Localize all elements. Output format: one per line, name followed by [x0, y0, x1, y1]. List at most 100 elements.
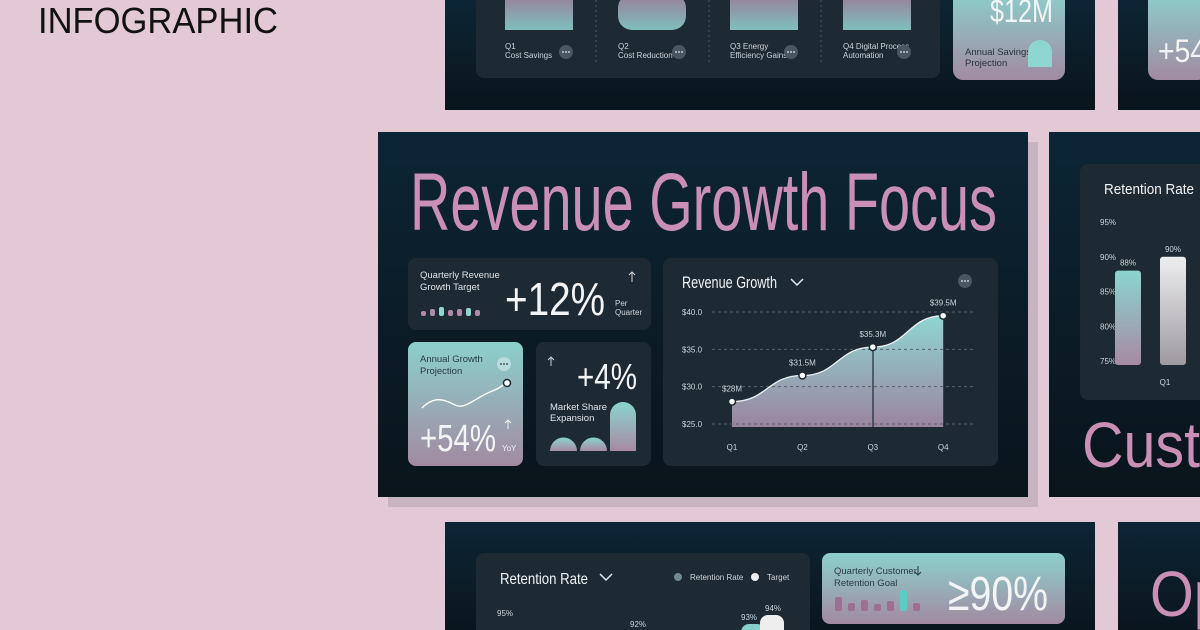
value-label: $35.3M	[859, 330, 886, 339]
mini-bar	[848, 603, 855, 611]
mini-bar	[448, 310, 453, 316]
retention-chart: 75% 80% 85% 90% 95% 88% 90% Q1	[1100, 218, 1186, 387]
button-dot	[506, 363, 508, 365]
down-arrow	[914, 566, 922, 576]
button-dot	[787, 51, 789, 53]
button-dot	[961, 280, 963, 282]
y-tick-label: 95%	[497, 609, 513, 618]
card-label: Retention Goal	[834, 578, 897, 589]
card-label: Projection	[420, 366, 462, 377]
x-tick-label: Q3	[867, 443, 878, 452]
item-label: Q1	[505, 42, 516, 51]
revenue-chart: $25.0 $30.0 $35.0 $40.0 $28M Q1 $31.5M Q2 $35.3M…	[682, 299, 975, 452]
up-arrow	[547, 356, 555, 366]
dropdown-chevron[interactable]	[790, 278, 804, 287]
item-label: Q2	[618, 42, 629, 51]
point	[798, 371, 807, 380]
legend-label: Retention Rate	[690, 573, 744, 582]
chart-title: Retention Rate	[1104, 181, 1194, 198]
more-button[interactable]	[958, 274, 972, 288]
item-label: Q3 Energy	[730, 42, 768, 51]
button-dot	[678, 51, 680, 53]
thumbnail	[843, 0, 911, 30]
button-dot	[967, 280, 969, 282]
value-label: $31.5M	[789, 358, 816, 367]
chart-title: Revenue Growth	[682, 273, 777, 292]
thumbnail	[505, 0, 573, 30]
x-tick-label: Q1	[1160, 378, 1171, 387]
mini-bar	[861, 600, 868, 611]
mini-bar	[421, 311, 426, 316]
value-label: 92%	[630, 620, 646, 629]
value-label: 93%	[741, 613, 757, 622]
card-label: Growth Target	[420, 282, 480, 293]
y-tick-label: $40.0	[682, 308, 703, 317]
point	[868, 342, 878, 352]
card	[1148, 0, 1200, 80]
y-tick-label: 90%	[1100, 253, 1116, 262]
item-label: Efficiency Gains	[730, 51, 787, 60]
y-tick-label: $30.0	[682, 383, 703, 392]
trend-line	[421, 382, 508, 409]
goal-card	[822, 553, 1065, 624]
button-dot	[500, 363, 502, 365]
mini-bar	[475, 310, 480, 316]
card	[408, 342, 523, 466]
line	[731, 315, 944, 403]
button-dot	[906, 51, 908, 53]
button-dot	[903, 51, 905, 53]
legend-label: Target	[767, 573, 790, 582]
card-label: Annual Growth	[420, 354, 483, 365]
bar	[760, 615, 784, 630]
x-tick-label: Q4	[938, 443, 949, 452]
item-label: Q4 Digital Process	[843, 42, 909, 51]
button-dot	[681, 51, 683, 53]
y-tick-label: 85%	[1100, 288, 1116, 297]
card-value: +54%	[420, 418, 496, 460]
card-value: +4%	[577, 356, 637, 397]
button-dot	[793, 51, 795, 53]
up-arrow	[504, 419, 512, 429]
mini-bars	[835, 590, 920, 611]
more-button[interactable]	[672, 45, 686, 59]
card-label: Quarterly Customer	[834, 566, 917, 577]
mini-bar	[874, 604, 881, 611]
value-label: 94%	[765, 604, 781, 613]
page-title: INFOGRAPHIC	[38, 0, 278, 41]
value-label: $28M	[722, 385, 742, 394]
mini-bar	[439, 307, 444, 316]
thumbnail	[618, 0, 686, 30]
more-button[interactable]	[784, 45, 798, 59]
arch-icon	[1028, 40, 1052, 67]
button-dot	[790, 51, 792, 53]
chart-title: Retention Rate	[500, 571, 588, 588]
button-dot	[568, 51, 570, 53]
button-dot	[565, 51, 567, 53]
item-label: Automation	[843, 51, 883, 60]
more-button[interactable]	[559, 45, 573, 59]
button-dot	[503, 363, 505, 365]
savings-label: Annual Savings	[965, 47, 1031, 58]
chart-card	[476, 553, 810, 630]
card-unit: Per	[615, 299, 628, 308]
card-label: Expansion	[550, 413, 594, 424]
item-label: Cost Reduction	[618, 51, 673, 60]
y-tick-label: $35.0	[682, 345, 703, 354]
mini-bar	[466, 308, 471, 316]
dropdown-chevron[interactable]	[599, 573, 613, 582]
more-button[interactable]	[897, 45, 911, 59]
mini-bars	[421, 307, 480, 316]
arch-bar	[610, 402, 636, 451]
more-button[interactable]	[497, 357, 511, 371]
partial-value: +54	[1158, 33, 1200, 69]
x-tick-label: Q1	[727, 443, 738, 452]
y-tick-label: 95%	[1100, 218, 1116, 227]
thumbnail	[730, 0, 798, 30]
card-unit: Quarter	[615, 308, 642, 317]
point	[938, 311, 948, 320]
card-unit: YoY	[502, 444, 517, 453]
y-tick-label: 75%	[1100, 357, 1116, 366]
mini-bar	[430, 309, 435, 316]
card-label: Market Share	[550, 402, 607, 413]
